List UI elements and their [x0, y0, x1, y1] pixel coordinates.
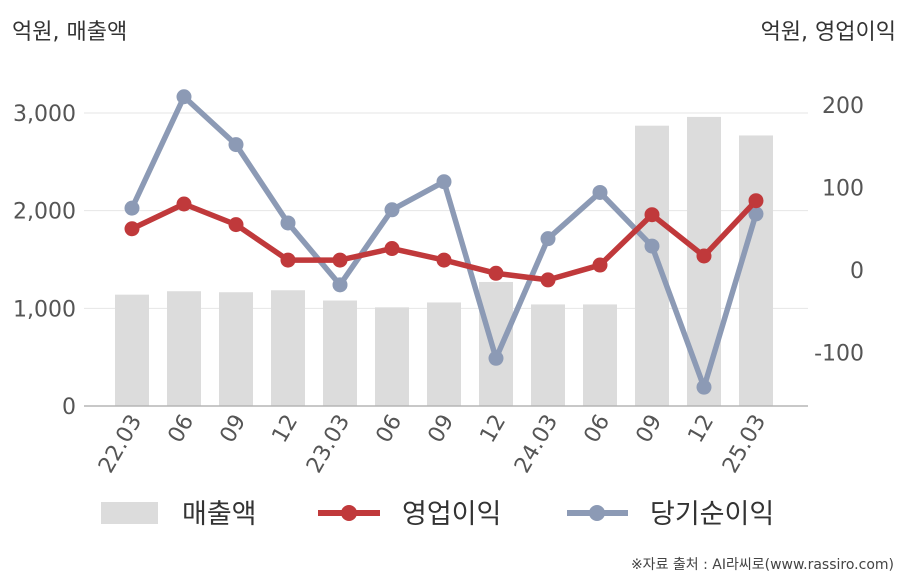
bar-매출액 — [323, 300, 357, 406]
point-당기순이익 — [540, 231, 556, 247]
legend-label: 당기순이익 — [650, 499, 774, 530]
point-영업이익 — [644, 207, 660, 223]
left-y-tick-label: 2,000 — [13, 200, 76, 225]
legend: 매출액 영업이익 당기순이익 — [101, 499, 774, 530]
point-영업이익 — [696, 248, 712, 264]
legend-label: 매출액 — [182, 499, 257, 530]
x-tick-label: 09 — [216, 411, 252, 448]
point-당기순이익 — [176, 89, 192, 105]
source-note: ※자료 출처 : AI라씨로(www.rassiro.com) — [630, 557, 894, 573]
bar-매출액 — [739, 135, 773, 407]
line-series — [124, 89, 764, 395]
x-tick-label: 22.03 — [94, 411, 147, 478]
point-당기순이익 — [124, 200, 140, 216]
right-y-tick-label: 100 — [822, 177, 864, 202]
right-axis-ticks: -100 0 100 200 — [814, 94, 864, 367]
right-axis-unit: 억원, 영업이익 — [760, 20, 896, 45]
point-영업이익 — [488, 265, 504, 281]
point-당기순이익 — [384, 202, 400, 218]
legend-swatch-marker — [589, 505, 605, 521]
point-영업이익 — [124, 221, 140, 237]
point-영업이익 — [592, 257, 608, 273]
bar-매출액 — [167, 291, 201, 406]
x-tick-label: 23.03 — [302, 411, 355, 478]
point-영업이익 — [748, 193, 764, 209]
left-y-tick-label: 3,000 — [13, 102, 76, 127]
point-영업이익 — [228, 217, 244, 233]
x-tick-label: 12 — [684, 411, 720, 448]
x-tick-label: 24.03 — [510, 411, 563, 478]
x-tick-label: 06 — [580, 411, 616, 448]
x-tick-label: 25.03 — [718, 411, 771, 478]
bar-매출액 — [427, 302, 461, 406]
left-y-tick-label: 1,000 — [13, 297, 76, 322]
bar-매출액 — [583, 304, 617, 406]
legend-swatch-bar — [101, 502, 158, 524]
x-tick-label: 09 — [424, 411, 460, 448]
left-axis-ticks: 0 1,000 2,000 3,000 — [13, 102, 76, 420]
point-영업이익 — [540, 272, 556, 288]
point-당기순이익 — [436, 174, 452, 190]
bar-매출액 — [479, 281, 513, 406]
x-tick-label: 06 — [164, 411, 200, 448]
x-tick-label: 12 — [476, 411, 512, 448]
point-당기순이익 — [280, 215, 296, 231]
point-당기순이익 — [488, 350, 504, 366]
left-y-tick-label: 0 — [62, 395, 76, 420]
point-영업이익 — [332, 252, 348, 268]
point-당기순이익 — [644, 238, 660, 254]
point-영업이익 — [436, 252, 452, 268]
point-영업이익 — [280, 252, 296, 268]
bar-매출액 — [375, 307, 409, 406]
left-axis-unit: 억원, 매출액 — [12, 20, 128, 45]
bar-매출액 — [635, 125, 669, 407]
point-영업이익 — [384, 241, 400, 257]
right-y-tick-label: -100 — [814, 342, 864, 367]
x-tick-label: 06 — [372, 411, 408, 448]
bar-매출액 — [219, 292, 253, 406]
x-tick-label: 12 — [268, 411, 304, 448]
right-y-tick-label: 0 — [850, 259, 864, 284]
legend-label: 영업이익 — [402, 499, 501, 530]
point-당기순이익 — [696, 379, 712, 395]
right-y-tick-label: 200 — [822, 94, 864, 119]
point-당기순이익 — [592, 184, 608, 200]
point-당기순이익 — [332, 277, 348, 293]
x-tick-label: 09 — [632, 411, 668, 448]
bar-매출액 — [531, 304, 565, 406]
point-영업이익 — [176, 196, 192, 212]
point-당기순이익 — [228, 137, 244, 153]
bar-매출액 — [271, 290, 305, 406]
legend-swatch-marker — [341, 505, 357, 521]
point-당기순이익 — [748, 206, 764, 222]
bar-매출액 — [115, 294, 149, 406]
